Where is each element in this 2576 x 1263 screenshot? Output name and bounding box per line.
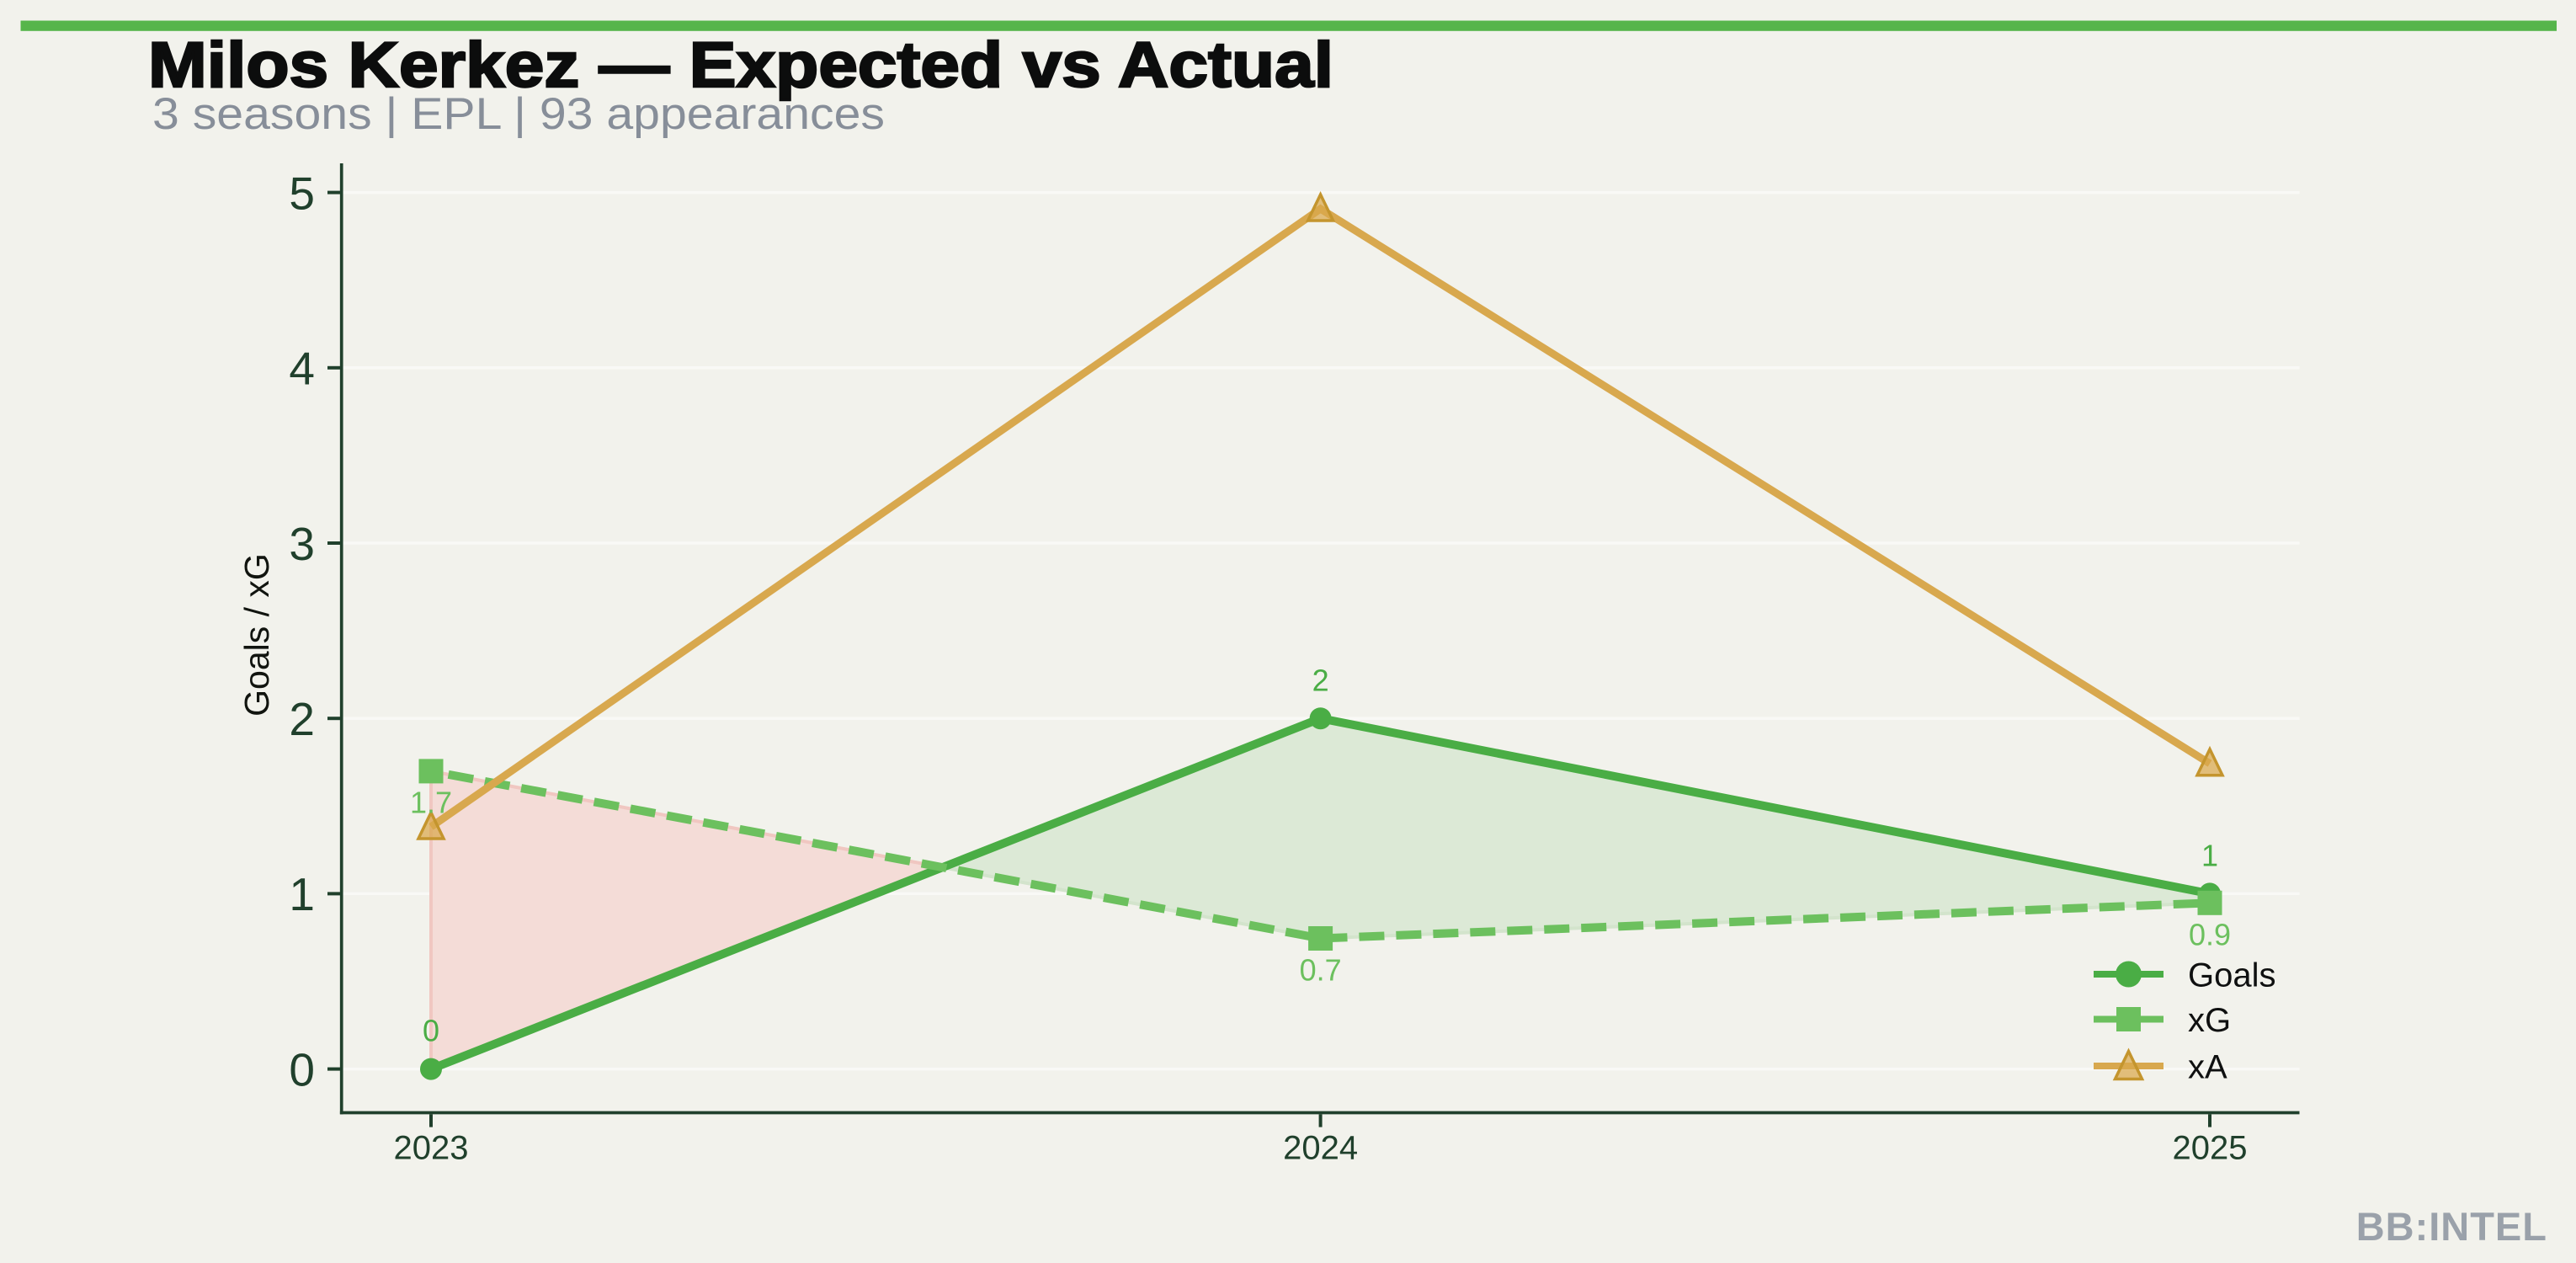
svg-text:0.7: 0.7 (1300, 953, 1342, 988)
svg-text:5: 5 (289, 167, 315, 219)
svg-text:BB:INTEL: BB:INTEL (2356, 1204, 2547, 1249)
svg-text:2: 2 (1312, 663, 1329, 698)
svg-text:xG: xG (2188, 1002, 2231, 1039)
svg-text:2024: 2024 (1283, 1130, 1358, 1167)
svg-text:4: 4 (289, 343, 315, 395)
svg-text:Goals / xG: Goals / xG (237, 553, 276, 717)
svg-text:3: 3 (289, 518, 315, 570)
svg-text:1: 1 (2201, 838, 2218, 872)
svg-text:2: 2 (289, 693, 315, 745)
svg-text:0: 0 (289, 1043, 315, 1095)
svg-text:1: 1 (289, 868, 315, 920)
svg-text:Milos Kerkez — Expected vs Act: Milos Kerkez — Expected vs Actual (148, 29, 1333, 101)
svg-text:2023: 2023 (394, 1130, 469, 1167)
svg-text:1.7: 1.7 (410, 786, 452, 820)
svg-text:2025: 2025 (2173, 1130, 2248, 1167)
svg-text:0.9: 0.9 (2189, 918, 2231, 952)
svg-text:xA: xA (2188, 1049, 2227, 1086)
svg-text:3 seasons | EPL | 93 appearanc: 3 seasons | EPL | 93 appearances (152, 89, 885, 139)
svg-text:Goals: Goals (2188, 957, 2276, 994)
svg-text:0: 0 (423, 1014, 439, 1048)
